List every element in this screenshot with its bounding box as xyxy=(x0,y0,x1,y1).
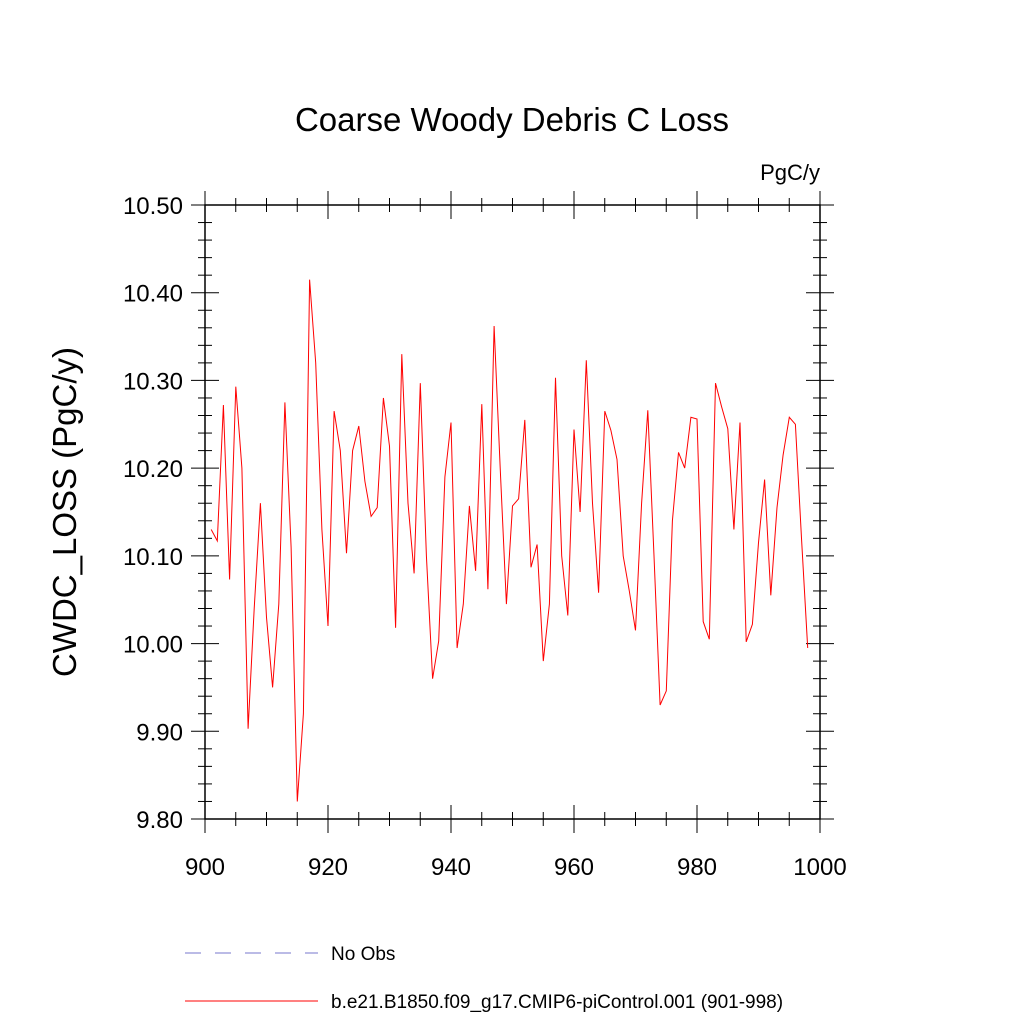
chart-title: Coarse Woody Debris C Loss xyxy=(295,101,729,138)
y-tick-label: 9.90 xyxy=(136,719,183,746)
x-tick-label: 960 xyxy=(554,854,594,881)
tick-labels: 9.80 9.90 10.00 10.10 10.20 10.30 10.40 10.50 90… xyxy=(123,193,847,881)
y-tick-label: 10.50 xyxy=(123,193,183,220)
x-tick-label: 920 xyxy=(308,854,348,881)
y-axis-label: CWDC_LOSS (PgC/y) xyxy=(46,347,83,677)
y-tick-label: 10.30 xyxy=(123,368,183,395)
series-line xyxy=(210,279,809,802)
y-tick-label: 10.40 xyxy=(123,281,183,308)
legend-label-no-obs: No Obs xyxy=(331,944,395,965)
units-label: PgC/y xyxy=(760,160,820,185)
legend-label-model: b.e21.B1850.f09_g17.CMIP6-piControl.001 … xyxy=(331,992,783,1013)
y-tick-label: 10.00 xyxy=(123,632,183,659)
legend: No Obs b.e21.B1850.f09_g17.CMIP6-piContr… xyxy=(185,944,783,1013)
x-tick-label: 900 xyxy=(185,854,225,881)
x-tick-label: 940 xyxy=(431,854,471,881)
y-tick-label: 10.20 xyxy=(123,456,183,483)
x-tick-label: 980 xyxy=(677,854,717,881)
y-tick-label: 10.10 xyxy=(123,544,183,571)
x-tick-label: 1000 xyxy=(793,854,846,881)
plot-frame xyxy=(204,204,821,820)
y-tick-label: 9.80 xyxy=(136,807,183,834)
series-layer xyxy=(210,279,809,802)
